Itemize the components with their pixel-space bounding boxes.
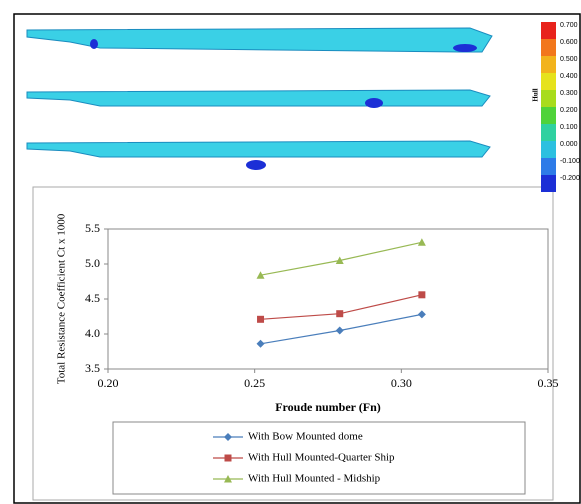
hull-strip [27,90,490,106]
page: {"contour_legend":{"title":"Hull","label… [0,0,581,504]
colorbar-label: 0.500 [560,56,578,63]
colorbar-swatch [541,158,556,175]
x-tick-label: 0.30 [391,376,412,390]
colorbar-swatch [541,107,556,124]
x-tick-label: 0.20 [98,376,119,390]
y-tick-label: 4.0 [85,326,100,340]
spot [90,39,98,49]
colorbar-swatch [541,90,556,107]
marker [418,291,425,298]
colorbar-label: -0.200 [560,175,580,182]
colorbar-title: Hull [532,88,540,101]
y-tick-label: 3.5 [85,361,100,375]
x-tick-label: 0.35 [538,376,559,390]
colorbar-label: 0.400 [560,73,578,80]
colorbar-swatch [541,175,556,192]
colorbar-swatch [541,39,556,56]
colorbar-label: 0.200 [560,107,578,114]
colorbar-swatch [541,22,556,39]
legend-label: With Hull Mounted-Quarter Ship [248,452,395,464]
legend-label: With Hull Mounted - Midship [248,473,381,485]
colorbar-label: 0.000 [560,141,578,148]
colorbar-swatch [541,56,556,73]
spot [246,160,266,170]
figure: Total Resistance Coefficient Ct x 1000 F… [0,0,581,504]
hull-contours [27,28,492,170]
y-tick-label: 4.5 [85,291,100,305]
colorbar-label: 0.100 [560,124,578,131]
colorbar-label: -0.100 [560,158,580,165]
x-tick-label: 0.25 [244,376,265,390]
marker [257,316,264,323]
colorbar-swatch [541,141,556,158]
x-axis-title: Froude number (Fn) [275,400,381,414]
colorbar-label: 0.700 [560,22,578,29]
colorbar-label: 0.600 [560,39,578,46]
colorbar-swatch [541,73,556,90]
legend-label: With Bow Mounted dome [248,431,363,443]
y-tick-label: 5.5 [85,221,100,235]
spot [453,44,477,52]
spot [365,98,383,108]
y-axis-title: Total Resistance Coefficient Ct x 1000 [56,213,68,384]
hull-strip [27,141,490,157]
marker [225,455,232,462]
colorbar-label: 0.300 [560,90,578,97]
marker [336,310,343,317]
colorbar-swatch [541,124,556,141]
hull-strip [27,28,492,52]
y-tick-label: 5.0 [85,256,100,270]
